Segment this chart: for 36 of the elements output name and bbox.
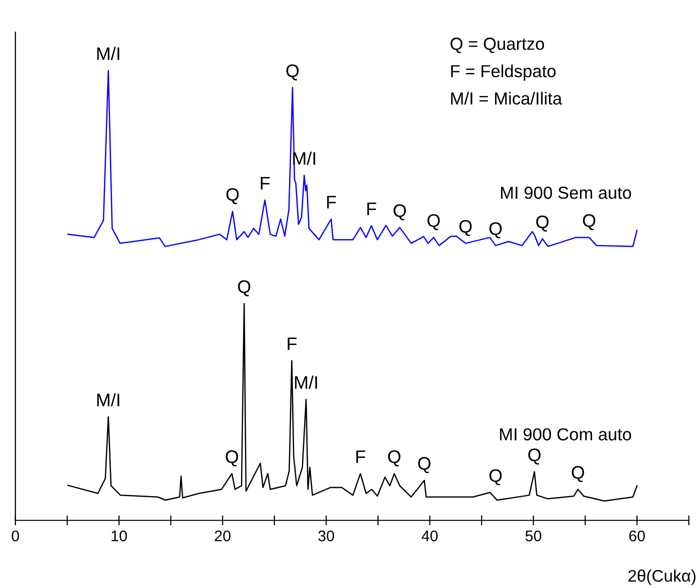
annotation: M/I <box>97 46 120 60</box>
x-axis-title: 2θ(Cukα) <box>628 570 696 586</box>
annotation: Q <box>427 214 440 230</box>
annotation: Q <box>459 220 472 236</box>
annotation: Q <box>489 222 502 238</box>
annotation: Q <box>582 214 596 230</box>
x-tick-label: 20 <box>214 530 230 542</box>
annotation: Q <box>418 457 430 474</box>
x-tick-label: 0 <box>12 530 20 542</box>
x-tick-label: 30 <box>318 530 334 542</box>
annotation: F <box>260 177 270 190</box>
annotation: F <box>356 450 366 463</box>
text: MI 900 Com auto <box>500 428 632 440</box>
x-tick-label: 10 <box>112 530 127 542</box>
annotation: Q <box>572 466 584 482</box>
annotation: F <box>367 202 376 216</box>
annotation: Q <box>226 188 239 204</box>
annotation: F <box>327 196 336 208</box>
annotation: F <box>288 338 297 350</box>
annotation: Q <box>528 448 541 465</box>
annotation: Q <box>286 64 299 80</box>
annotation: M/I = Mica/Ilita <box>451 92 562 105</box>
x-tick-label: 50 <box>526 530 542 542</box>
annotation: Q <box>536 216 549 232</box>
annotation: M/I <box>295 376 317 389</box>
annotation: Q <box>238 280 250 296</box>
annotation: Q <box>388 450 400 466</box>
x-tick-label: 40 <box>422 530 438 542</box>
annotation: M/I <box>97 393 120 406</box>
annotation: Q <box>394 204 406 220</box>
annotation: Q <box>226 450 238 466</box>
annotation: F = Feldspato <box>451 64 556 81</box>
x-tick-label: 60 <box>629 530 645 542</box>
annotation: Q <box>489 469 502 486</box>
text: Q = Quartzo <box>450 38 544 54</box>
series-label: MI 900 Sem auto <box>501 186 632 199</box>
